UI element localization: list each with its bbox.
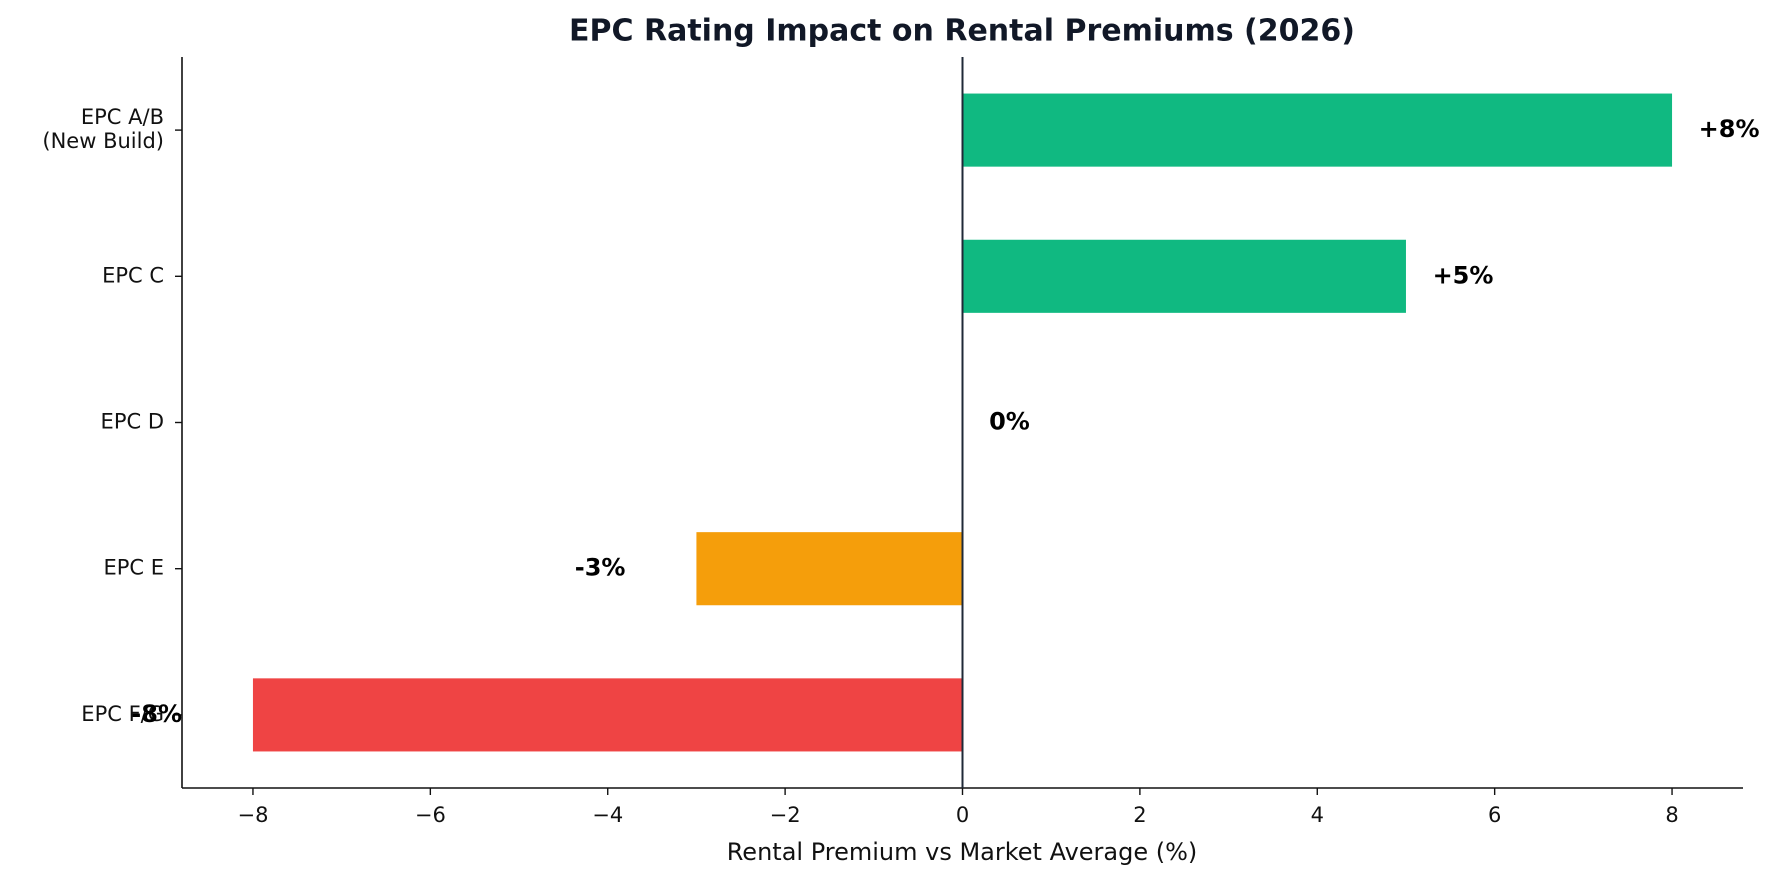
- x-tick-label: 4: [1311, 803, 1324, 827]
- x-tick-label: 8: [1665, 803, 1678, 827]
- bar: [962, 239, 1406, 313]
- y-tick-label: EPC C: [102, 263, 164, 287]
- x-tick-label: −6: [415, 803, 446, 827]
- y-tick-label: EPC F/G: [81, 702, 164, 726]
- bar: [696, 532, 963, 606]
- x-tick-label: 6: [1488, 803, 1501, 827]
- value-label: +5%: [1433, 261, 1494, 289]
- value-label: -3%: [575, 554, 626, 582]
- chart-title: EPC Rating Impact on Rental Premiums (20…: [569, 14, 1355, 49]
- value-label: 0%: [989, 408, 1030, 436]
- y-tick-label: EPC E: [103, 556, 164, 580]
- value-label: -8%: [131, 700, 182, 728]
- value-label: +8%: [1699, 115, 1760, 143]
- bar: [252, 678, 963, 752]
- x-tick-label: −8: [237, 803, 268, 827]
- bar: [962, 93, 1673, 167]
- x-tick-label: 2: [1133, 803, 1146, 827]
- x-tick-label: 0: [956, 803, 969, 827]
- x-tick-label: −2: [770, 803, 801, 827]
- y-tick-label: EPC D: [101, 410, 164, 434]
- x-axis-label: Rental Premium vs Market Average (%): [727, 838, 1198, 866]
- y-tick-label: EPC A/B (New Build): [42, 105, 164, 153]
- x-tick-label: −4: [592, 803, 623, 827]
